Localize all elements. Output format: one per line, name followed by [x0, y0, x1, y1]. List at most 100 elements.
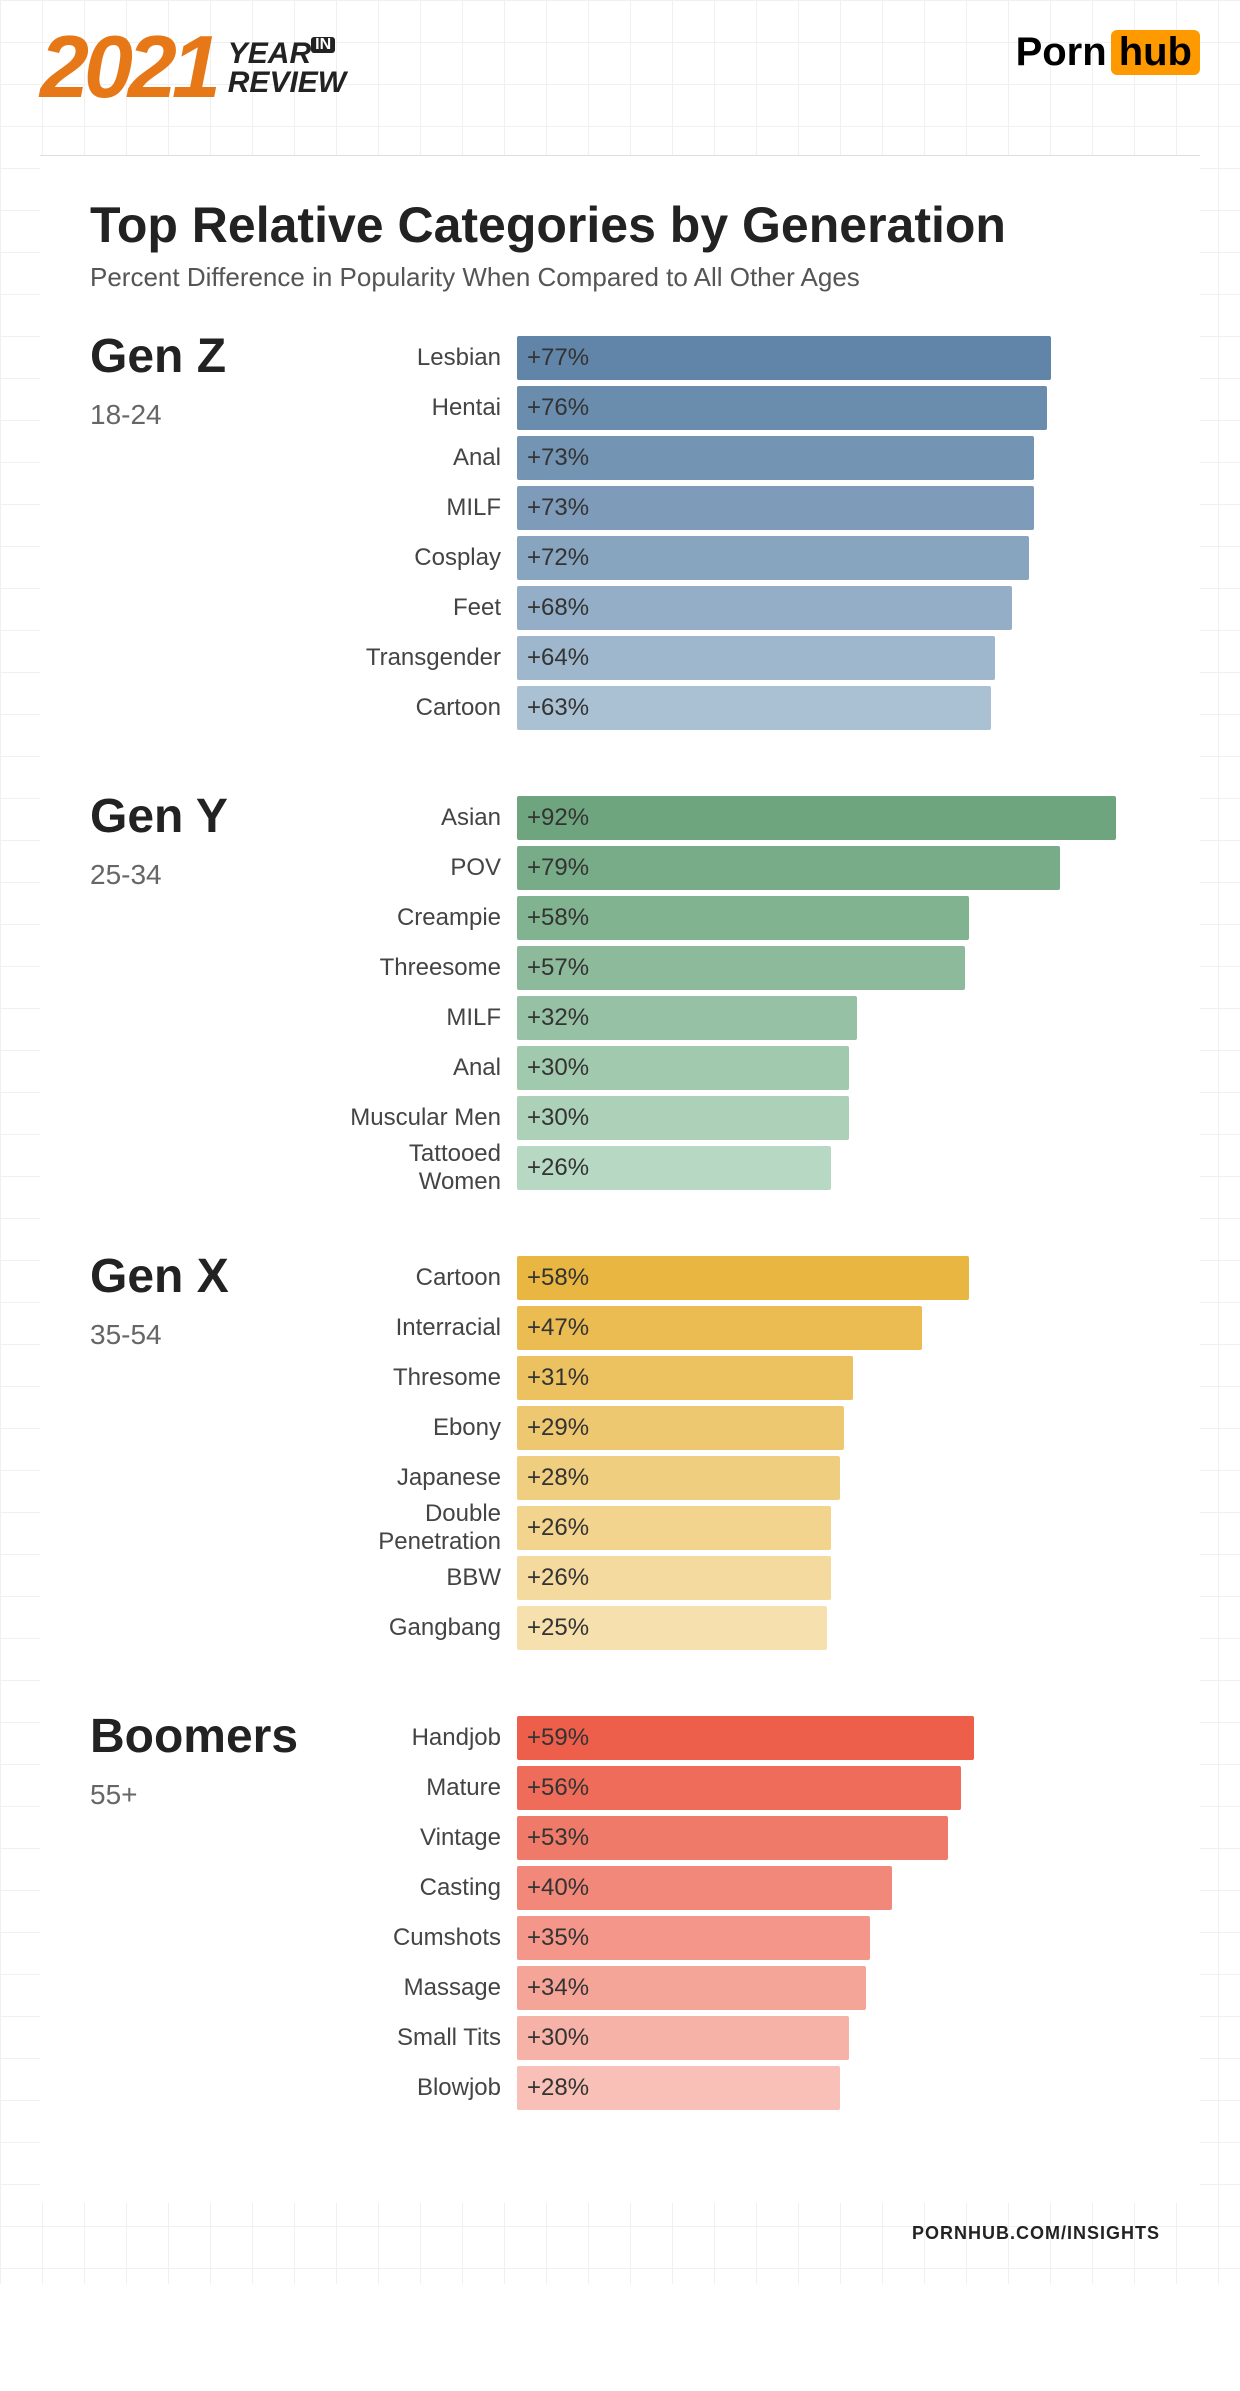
bar-value: +25% — [527, 1614, 589, 1642]
bar: +34% — [517, 1966, 866, 2010]
category-label: Threesome — [335, 954, 515, 982]
category-label: POV — [335, 854, 515, 882]
bar-track: +28% — [517, 2066, 1150, 2110]
bar-value: +63% — [527, 694, 589, 722]
bar-track: +26% — [517, 1506, 1150, 1550]
bar-row: Massage+34% — [335, 1963, 1150, 2013]
bar-row: Cartoon +63% — [335, 683, 1150, 733]
bar-value: +26% — [527, 1154, 589, 1182]
bar-row: Casting+40% — [335, 1863, 1150, 1913]
bar-track: +64% — [517, 636, 1150, 680]
bar-value: +72% — [527, 544, 589, 572]
group-head: Gen X35-54 — [90, 1253, 335, 1653]
bar-track: +30% — [517, 1096, 1150, 1140]
category-label: Casting — [335, 1874, 515, 1902]
bar-track: +73% — [517, 436, 1150, 480]
bar-row: Gangbang+25% — [335, 1603, 1150, 1653]
bar-track: +73% — [517, 486, 1150, 530]
category-label: Cosplay — [335, 544, 515, 572]
bar: +47% — [517, 1306, 922, 1350]
bar-value: +47% — [527, 1314, 589, 1342]
logo-part1: Porn — [1016, 30, 1107, 75]
category-label: Cumshots — [335, 1924, 515, 1952]
bar-track: +25% — [517, 1606, 1150, 1650]
bar-row: Cumshots+35% — [335, 1913, 1150, 1963]
category-label: Blowjob — [335, 2074, 515, 2102]
bar-track: +47% — [517, 1306, 1150, 1350]
generation-group: Gen X35-54Cartoon+58%Interracial +47% Thre… — [90, 1253, 1150, 1653]
generation-group: Gen Z18-24Lesbian+77%Hentai+76%Anal+73%M… — [90, 333, 1150, 733]
bar-value: +56% — [527, 1774, 589, 1802]
bar-row: Transgender+64% — [335, 633, 1150, 683]
bar-track: +76% — [517, 386, 1150, 430]
bar: +77% — [517, 336, 1051, 380]
bar: +63% — [517, 686, 991, 730]
bar-track: +26% — [517, 1556, 1150, 1600]
bar-row: Ebony+29% — [335, 1403, 1150, 1453]
bar-value: +76% — [527, 394, 589, 422]
bar-value: +73% — [527, 444, 589, 472]
year-label: YEARIN REVIEW — [228, 37, 346, 97]
bar: +35% — [517, 1916, 870, 1960]
bar-value: +64% — [527, 644, 589, 672]
category-label: Thresome — [335, 1364, 515, 1392]
bar-row: Vintage+53% — [335, 1813, 1150, 1863]
category-label: Interracial — [335, 1314, 515, 1342]
group-age-range: 55+ — [90, 1779, 335, 1811]
bar: +29% — [517, 1406, 844, 1450]
bar: +72% — [517, 536, 1029, 580]
category-label: Anal — [335, 444, 515, 472]
bars-list: Asian+92%POV+79%Creampie+58%Threesome+57… — [335, 793, 1150, 1193]
bar-value: +30% — [527, 2024, 589, 2052]
category-label: Cartoon — [335, 694, 515, 722]
category-label: Handjob — [335, 1724, 515, 1752]
bar-track: +32% — [517, 996, 1150, 1040]
category-label: BBW — [335, 1564, 515, 1592]
bar-row: Blowjob+28% — [335, 2063, 1150, 2113]
bar: +32% — [517, 996, 857, 1040]
bar: +28% — [517, 1456, 840, 1500]
page-title: Top Relative Categories by Generation — [90, 196, 1150, 254]
bar-row: Handjob+59% — [335, 1713, 1150, 1763]
generation-group: Boomers55+Handjob+59%Mature+56%Vintage+5… — [90, 1713, 1150, 2113]
group-name: Boomers — [90, 1713, 335, 1761]
group-head: Boomers 55+ — [90, 1713, 335, 2113]
category-label: Ebony — [335, 1414, 515, 1442]
year-number: 2021 — [40, 30, 216, 105]
bar-track: +34% — [517, 1966, 1150, 2010]
bar-value: +28% — [527, 1464, 589, 1492]
bar: +73% — [517, 436, 1034, 480]
category-label: Japanese — [335, 1464, 515, 1492]
bar-row: Muscular Men+30% — [335, 1093, 1150, 1143]
bar-row: Small Tits+30% — [335, 2013, 1150, 2063]
bar-track: +56% — [517, 1766, 1150, 1810]
category-label: Tattooed Women — [335, 1140, 515, 1196]
bar-value: +77% — [527, 344, 589, 372]
year-in-review-logo: 2021 YEARIN REVIEW — [40, 30, 346, 105]
group-age-range: 35-54 — [90, 1319, 335, 1351]
category-label: Cartoon — [335, 1264, 515, 1292]
bar-row: MILF+73% — [335, 483, 1150, 533]
bar-value: +92% — [527, 804, 589, 832]
brand-logo: Porn hub — [1016, 30, 1200, 75]
bar-row: Feet+68% — [335, 583, 1150, 633]
group-head: Gen Z18-24 — [90, 333, 335, 733]
bar-track: +29% — [517, 1406, 1150, 1450]
bar-value: +57% — [527, 954, 589, 982]
category-label: Anal — [335, 1054, 515, 1082]
bar-row: BBW +26% — [335, 1553, 1150, 1603]
bar: +31% — [517, 1356, 853, 1400]
header: 2021 YEARIN REVIEW Porn hub — [40, 30, 1200, 105]
bar: +30% — [517, 2016, 849, 2060]
bar-track: +58% — [517, 1256, 1150, 1300]
bar-value: +58% — [527, 904, 589, 932]
group-age-range: 18-24 — [90, 399, 335, 431]
category-label: Feet — [335, 594, 515, 622]
bar-row: Tattooed Women +26% — [335, 1143, 1150, 1193]
bar-row: MILF+32% — [335, 993, 1150, 1043]
bar-value: +26% — [527, 1564, 589, 1592]
bar: +30% — [517, 1046, 849, 1090]
bar-row: Asian+92% — [335, 793, 1150, 843]
category-label: MILF — [335, 1004, 515, 1032]
bar: +76% — [517, 386, 1047, 430]
